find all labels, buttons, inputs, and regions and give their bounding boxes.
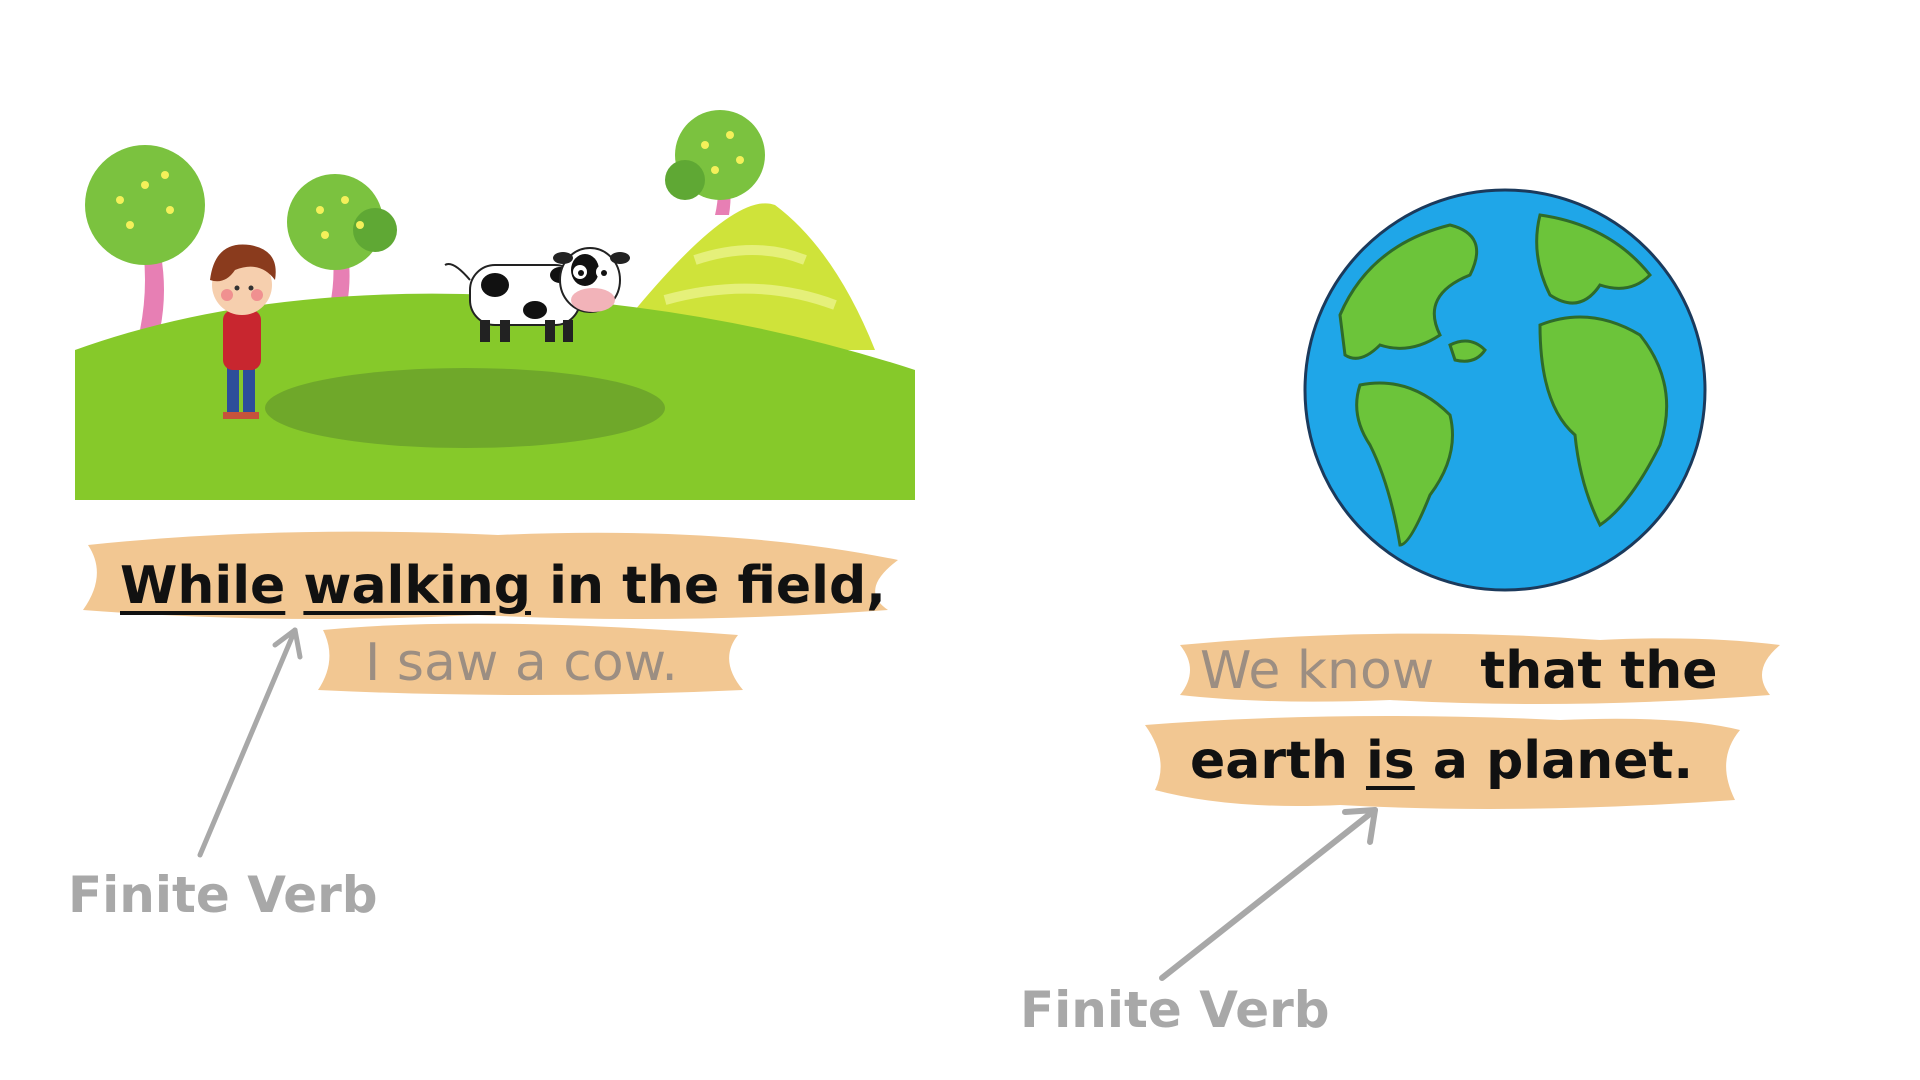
earth-globe-illustration bbox=[1303, 188, 1707, 592]
cow-icon bbox=[444, 247, 630, 342]
tree-2 bbox=[287, 174, 397, 305]
field-scene-illustration bbox=[75, 110, 915, 500]
word-we-know: We know bbox=[1200, 641, 1435, 701]
right-sentence-line1: We know that the bbox=[1200, 645, 1718, 697]
right-line2-end: a planet. bbox=[1414, 731, 1694, 791]
highlight-brush-left bbox=[83, 531, 898, 695]
word-walking: walking bbox=[303, 556, 532, 616]
word-while: While bbox=[120, 556, 286, 616]
left-sentence-line1: While walking in the field, bbox=[120, 560, 886, 612]
finite-verb-label-right: Finite Verb bbox=[1020, 981, 1330, 1039]
pointer-arrow-icon-right bbox=[1159, 807, 1378, 981]
left-sentence-line2: I saw a cow. bbox=[365, 633, 678, 693]
tree-1 bbox=[85, 145, 205, 330]
finite-verb-label-left: Finite Verb bbox=[68, 866, 378, 924]
word-is: is bbox=[1365, 731, 1415, 791]
right-line2-start: earth bbox=[1190, 731, 1366, 791]
tree-3 bbox=[665, 110, 765, 215]
right-line1-rest: that the bbox=[1480, 641, 1718, 701]
left-line1-rest: in the field, bbox=[531, 556, 886, 616]
pointer-arrow-icon-left bbox=[197, 627, 303, 858]
highlight-brush-right bbox=[1145, 633, 1780, 809]
boy-icon bbox=[210, 244, 276, 419]
right-sentence-line2: earth is a planet. bbox=[1190, 735, 1693, 787]
